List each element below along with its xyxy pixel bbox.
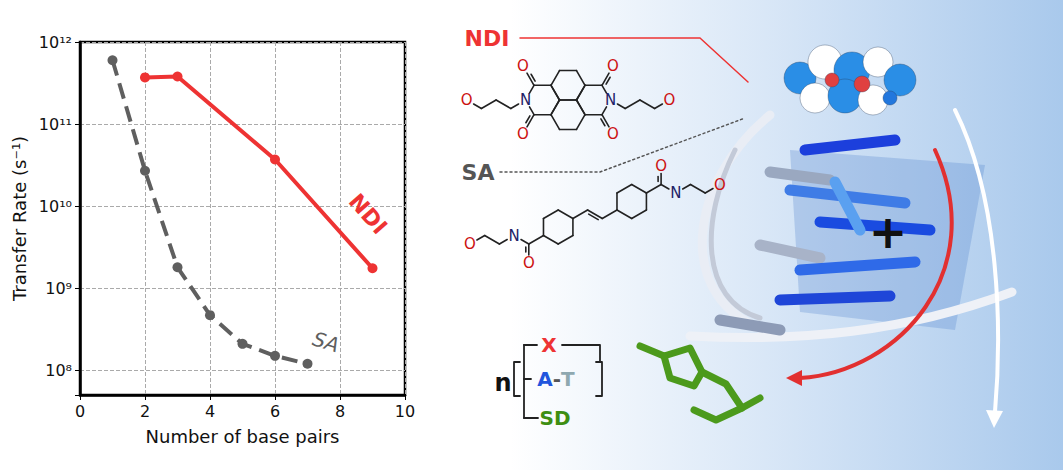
svg-text:T: T bbox=[561, 367, 575, 391]
svg-text:+: + bbox=[869, 205, 908, 259]
svg-text:N: N bbox=[670, 184, 681, 202]
svg-text:NDI: NDI bbox=[465, 26, 510, 51]
svg-text:O: O bbox=[607, 57, 619, 75]
svg-text:O: O bbox=[655, 157, 667, 175]
svg-text:10⁹: 10⁹ bbox=[45, 279, 72, 298]
svg-text:SD: SD bbox=[539, 406, 570, 430]
svg-text:O: O bbox=[607, 125, 619, 143]
svg-text:X: X bbox=[541, 333, 557, 357]
svg-text:O: O bbox=[714, 176, 726, 194]
svg-text:N: N bbox=[520, 91, 531, 109]
svg-text:A: A bbox=[537, 367, 553, 391]
svg-text:O: O bbox=[663, 91, 675, 109]
svg-text:0: 0 bbox=[75, 402, 85, 421]
svg-text:-: - bbox=[553, 367, 561, 391]
svg-text:10¹⁰: 10¹⁰ bbox=[39, 197, 72, 216]
svg-text:8: 8 bbox=[335, 402, 345, 421]
svg-text:10: 10 bbox=[395, 402, 415, 421]
svg-text:O: O bbox=[523, 254, 535, 272]
svg-text:10⁸: 10⁸ bbox=[45, 361, 72, 380]
svg-text:N: N bbox=[508, 227, 519, 245]
svg-text:O: O bbox=[461, 91, 473, 109]
svg-text:4: 4 bbox=[205, 402, 215, 421]
svg-text:N: N bbox=[605, 91, 616, 109]
svg-text:Transfer Rate (s⁻¹): Transfer Rate (s⁻¹) bbox=[9, 136, 30, 302]
svg-text:O: O bbox=[517, 125, 529, 143]
svg-text:10¹²: 10¹² bbox=[39, 33, 72, 52]
svg-text:10¹¹: 10¹¹ bbox=[39, 115, 72, 134]
svg-text:6: 6 bbox=[270, 402, 280, 421]
svg-text:SA: SA bbox=[462, 160, 495, 185]
svg-text:SA: SA bbox=[310, 327, 342, 358]
svg-text:NDI: NDI bbox=[344, 189, 392, 239]
svg-text:Number of base pairs: Number of base pairs bbox=[146, 426, 340, 447]
svg-text:2: 2 bbox=[140, 402, 150, 421]
svg-text:O: O bbox=[517, 57, 529, 75]
svg-text:n: n bbox=[494, 369, 511, 397]
svg-text:O: O bbox=[464, 235, 476, 253]
